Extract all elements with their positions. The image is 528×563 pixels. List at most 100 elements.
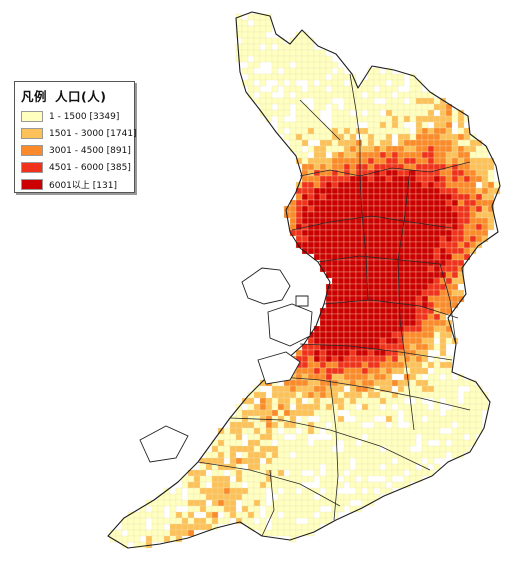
grid-cell — [289, 67, 297, 75]
grid-cell — [391, 103, 399, 111]
grid-cell — [421, 247, 429, 255]
grid-cell — [259, 487, 267, 495]
grid-cell — [235, 493, 243, 501]
grid-cell — [391, 337, 399, 345]
grid-cell — [397, 313, 405, 321]
grid-cell — [475, 187, 483, 195]
grid-cell — [349, 451, 357, 459]
grid-cell — [193, 505, 201, 513]
grid-cell — [367, 115, 375, 123]
grid-cell — [469, 181, 477, 189]
grid-cell — [325, 175, 333, 183]
grid-cell — [313, 451, 321, 459]
grid-cell — [415, 325, 423, 333]
grid-cell — [373, 265, 381, 273]
grid-cell — [439, 235, 447, 243]
grid-cell — [163, 499, 171, 507]
grid-cell — [259, 103, 267, 111]
grid-cell — [391, 421, 399, 429]
grid-cell — [337, 373, 345, 381]
grid-cell — [325, 457, 333, 465]
grid-cell — [277, 481, 285, 489]
grid-cell — [457, 121, 465, 129]
grid-cell — [367, 355, 375, 363]
grid-cell — [193, 487, 201, 495]
grid-cell — [283, 49, 291, 57]
grid-cell — [127, 529, 135, 537]
grid-cell — [361, 115, 369, 123]
grid-cell — [373, 79, 381, 87]
grid-cell — [241, 505, 249, 513]
grid-cell — [439, 367, 447, 375]
grid-cell — [379, 103, 387, 111]
grid-cell — [391, 343, 399, 351]
grid-cell — [397, 307, 405, 315]
grid-cell — [469, 223, 477, 231]
grid-cell — [301, 409, 309, 417]
grid-cell — [373, 337, 381, 345]
grid-cell — [403, 229, 411, 237]
grid-cell — [325, 97, 333, 105]
grid-cell — [433, 385, 441, 393]
grid-cell — [355, 367, 363, 375]
grid-cell — [451, 451, 459, 459]
grid-cell — [295, 229, 303, 237]
grid-cell — [301, 427, 309, 435]
grid-cell — [319, 349, 327, 357]
grid-cell — [361, 493, 369, 501]
grid-cell — [193, 499, 201, 507]
grid-cell — [475, 157, 483, 165]
grid-cell — [421, 163, 429, 171]
grid-cell — [259, 475, 267, 483]
grid-cell — [367, 445, 375, 453]
grid-cell — [421, 403, 429, 411]
grid-cell — [433, 415, 441, 423]
grid-cell — [283, 487, 291, 495]
grid-cell — [481, 163, 489, 171]
grid-cell — [265, 25, 273, 33]
grid-cell — [331, 439, 339, 447]
grid-cell — [235, 421, 243, 429]
grid-cell — [439, 391, 447, 399]
grid-cell — [379, 235, 387, 243]
grid-cell — [445, 205, 453, 213]
grid-cell — [391, 361, 399, 369]
grid-cell — [385, 415, 393, 423]
grid-cell — [445, 385, 453, 393]
grid-cell — [265, 103, 273, 111]
grid-cell — [139, 541, 147, 549]
grid-cell — [409, 373, 417, 381]
grid-cell — [343, 265, 351, 273]
grid-cell — [253, 523, 261, 531]
grid-cell — [373, 253, 381, 261]
grid-cell — [343, 157, 351, 165]
grid-cell — [415, 457, 423, 465]
grid-cell — [343, 271, 351, 279]
grid-cell — [289, 397, 297, 405]
grid-cell — [421, 211, 429, 219]
grid-cell — [355, 313, 363, 321]
grid-cell — [391, 445, 399, 453]
grid-cell — [205, 487, 213, 495]
grid-cell — [373, 91, 381, 99]
grid-cell — [301, 193, 309, 201]
grid-cell — [313, 235, 321, 243]
grid-cell — [481, 181, 489, 189]
grid-cell — [319, 331, 327, 339]
grid-cell — [157, 529, 165, 537]
grid-cell — [427, 385, 435, 393]
grid-cell — [271, 463, 279, 471]
grid-cell — [307, 421, 315, 429]
grid-cell — [223, 481, 231, 489]
grid-cell — [337, 457, 345, 465]
grid-cell — [349, 313, 357, 321]
grid-cell — [343, 235, 351, 243]
grid-cell — [211, 517, 219, 525]
grid-cell — [211, 457, 219, 465]
grid-cell — [415, 379, 423, 387]
grid-cell — [403, 403, 411, 411]
grid-cell — [445, 247, 453, 255]
grid-cell — [211, 481, 219, 489]
grid-cell — [295, 61, 303, 69]
grid-cell — [247, 85, 255, 93]
